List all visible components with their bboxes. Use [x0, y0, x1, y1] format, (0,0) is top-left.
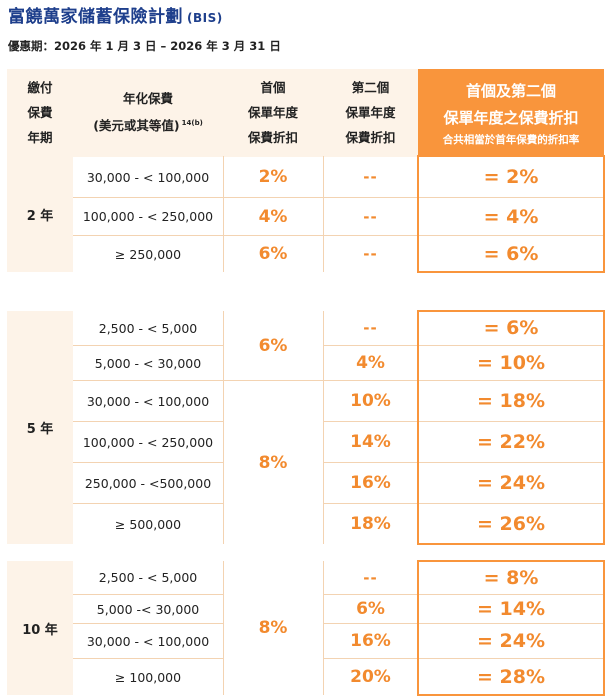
plan-code: (BIS)	[187, 11, 223, 25]
row-divider	[73, 421, 223, 422]
total-discount: = 10%	[418, 346, 604, 380]
total-discount: = 6%	[418, 236, 604, 272]
total-discount: = 14%	[418, 595, 604, 623]
header-premium-line: (美元或其等值)	[93, 118, 180, 134]
header-first-line: 首個	[260, 80, 286, 95]
second-year-discount: 6%	[323, 595, 418, 623]
row-divider	[73, 197, 604, 198]
second-year-discount: 4%	[323, 346, 418, 380]
first-year-discount: 8%	[223, 561, 323, 695]
premium-range: 2,500 - < 5,000	[73, 311, 223, 345]
row-divider	[73, 235, 604, 236]
term-label: 5 年	[7, 311, 73, 544]
header-total-note: 合共相當於首年保費的折扣率	[442, 133, 580, 146]
first-year-discount: 2%	[223, 157, 323, 197]
second-year-discount: 20%	[323, 659, 418, 695]
row-divider	[323, 658, 604, 659]
second-year-discount: 16%	[323, 624, 418, 658]
footnote-ref: 14(b)	[181, 119, 203, 128]
row-divider	[73, 658, 223, 659]
row-divider	[323, 623, 604, 624]
term-label: 10 年	[7, 561, 73, 695]
column-divider	[223, 311, 224, 544]
premium-range: 5,000 -< 30,000	[73, 595, 223, 623]
premium-range: 30,000 - < 100,000	[73, 624, 223, 658]
second-year-discount: --	[323, 311, 418, 345]
column-divider	[323, 156, 324, 272]
row-divider	[73, 345, 223, 346]
total-discount: = 6%	[418, 311, 604, 345]
total-discount: = 4%	[418, 198, 604, 235]
header-second-line: 保單年度	[345, 105, 396, 120]
second-year-discount: --	[323, 198, 418, 235]
premium-range: 100,000 - < 250,000	[73, 422, 223, 462]
row-divider	[73, 623, 223, 624]
second-year-discount: --	[323, 157, 418, 197]
term-label: 2 年	[7, 156, 73, 272]
header-second-year: 第二個 保單年度 保費折扣	[323, 69, 418, 156]
header-first-line: 保單年度	[247, 105, 298, 120]
second-year-discount: 14%	[323, 422, 418, 462]
page-title: 富饒萬家儲蓄保險計劃 (BIS)	[8, 2, 223, 27]
column-divider	[323, 311, 324, 544]
premium-range: ≥ 100,000	[73, 659, 223, 695]
header-term-line: 年期	[27, 130, 53, 145]
total-discount: = 26%	[418, 504, 604, 544]
second-year-discount: 18%	[323, 504, 418, 544]
premium-range: 2,500 - < 5,000	[73, 561, 223, 594]
second-year-discount: --	[323, 236, 418, 272]
second-year-discount: --	[323, 561, 418, 594]
row-divider	[73, 462, 223, 463]
second-year-discount: 16%	[323, 463, 418, 503]
header-first-line: 保費折扣	[247, 130, 298, 145]
total-discount: = 24%	[418, 463, 604, 503]
offer-period: 優惠期：2026 年 1 月 3 日 – 2026 年 3 月 31 日	[8, 39, 281, 53]
premium-range: 5,000 - < 30,000	[73, 346, 223, 380]
header-premium: 年化保費 (美元或其等值) 14(b)	[73, 69, 223, 156]
header-total: 首個及第二個 保單年度之保費折扣 合共相當於首年保費的折扣率	[418, 69, 604, 156]
total-discount: = 24%	[418, 624, 604, 658]
header-total-line: 保單年度之保費折扣	[443, 108, 579, 127]
row-divider	[73, 503, 223, 504]
header-second-line: 第二個	[351, 80, 390, 95]
header-term-line: 保費	[27, 105, 53, 120]
header-premium-line: 年化保費	[122, 91, 173, 107]
header-first-year: 首個 保單年度 保費折扣	[223, 69, 323, 156]
premium-range: ≥ 250,000	[73, 236, 223, 272]
premium-range: 30,000 - < 100,000	[73, 381, 223, 421]
total-discount: = 18%	[418, 381, 604, 421]
total-discount: = 28%	[418, 659, 604, 695]
column-divider	[223, 156, 224, 272]
row-divider	[323, 345, 604, 346]
row-divider	[73, 594, 223, 595]
header-total-line: 首個及第二個	[465, 81, 556, 100]
total-discount: = 22%	[418, 422, 604, 462]
header-second-line: 保費折扣	[345, 130, 396, 145]
plan-name: 富饒萬家儲蓄保險計劃	[8, 7, 183, 27]
first-year-discount: 8%	[223, 381, 323, 544]
first-year-discount: 4%	[223, 198, 323, 235]
total-discount: = 2%	[418, 157, 604, 197]
row-divider	[323, 462, 604, 463]
header-term-line: 繳付	[27, 80, 53, 95]
column-divider	[323, 561, 324, 695]
first-year-discount: 6%	[223, 311, 323, 380]
second-year-discount: 10%	[323, 381, 418, 421]
row-divider	[73, 380, 604, 381]
header-term: 繳付 保費 年期	[7, 69, 73, 156]
premium-range: 250,000 - <500,000	[73, 463, 223, 503]
premium-range: ≥ 500,000	[73, 504, 223, 544]
row-divider	[323, 594, 604, 595]
column-divider	[223, 561, 224, 695]
first-year-discount: 6%	[223, 236, 323, 272]
premium-range: 30,000 - < 100,000	[73, 157, 223, 197]
row-divider	[323, 503, 604, 504]
total-discount: = 8%	[418, 561, 604, 594]
premium-range: 100,000 - < 250,000	[73, 198, 223, 235]
row-divider	[323, 421, 604, 422]
